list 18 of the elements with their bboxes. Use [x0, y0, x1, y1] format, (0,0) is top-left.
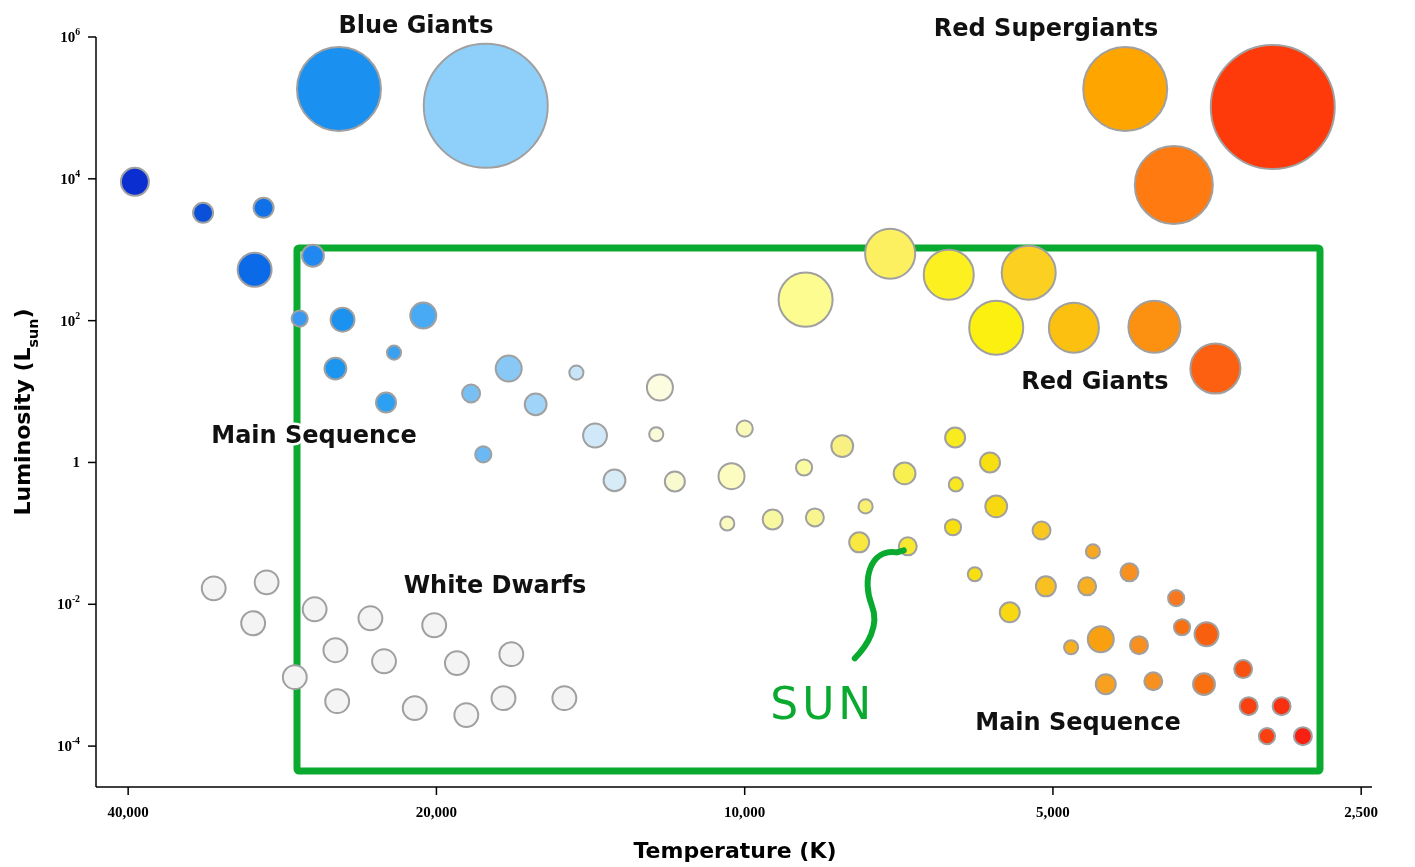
- annotation: White Dwarfs: [403, 571, 587, 599]
- x-tick-label: 2,500: [1344, 804, 1379, 820]
- x-tick-label: 10,000: [724, 804, 766, 820]
- y-tick-label: 10$^{4}$: [60, 167, 81, 187]
- annotation: Red Giants: [1021, 367, 1169, 395]
- x-tick-label: 20,000: [415, 804, 458, 820]
- y-tick-label: 10$^{-4}$: [56, 735, 81, 755]
- x-tick-label: 5,000: [1036, 804, 1070, 820]
- x-tick-label: 40,000: [107, 804, 149, 820]
- annotation: SUN: [770, 677, 876, 729]
- y-tick-label: 10$^{-2}$: [56, 593, 81, 613]
- annotation: Main Sequence: [975, 708, 1181, 736]
- x-axis-title: Temperature (K): [633, 838, 837, 863]
- y-tick-label: 1: [72, 454, 80, 471]
- annotation: Blue Giants: [338, 11, 494, 39]
- y-tick-label: 10$^{6}$: [60, 26, 81, 45]
- y-tick-label: 10$^{2}$: [60, 309, 81, 329]
- annotation: Red Supergiants: [933, 14, 1159, 42]
